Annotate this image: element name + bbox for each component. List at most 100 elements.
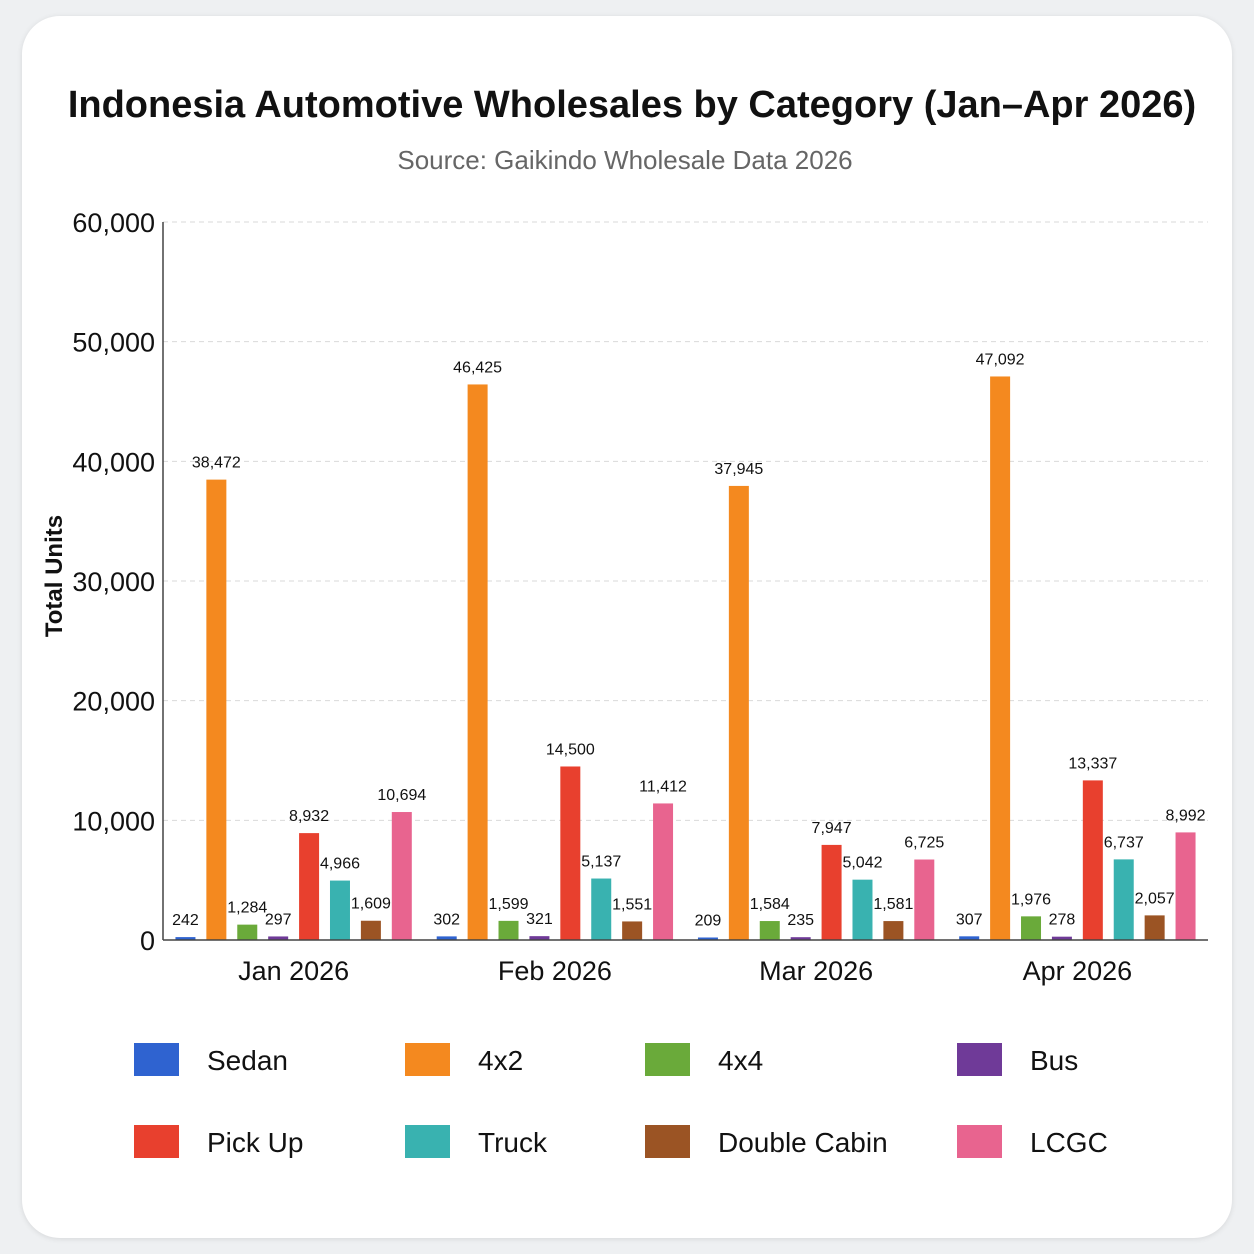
bar-4x2 <box>990 376 1011 941</box>
data-label: 5,042 <box>842 855 882 872</box>
bar-pick-up <box>299 833 320 940</box>
bar-double-cabin <box>622 921 643 940</box>
data-label: 8,932 <box>289 808 329 825</box>
bar-pick-up <box>1082 780 1103 940</box>
data-label: 46,425 <box>453 359 502 376</box>
bar-4x4 <box>237 924 258 940</box>
bar-truck <box>329 880 350 940</box>
legend-item-lcgc[interactable]: LCGC <box>957 1125 1108 1158</box>
data-label: 1,551 <box>612 896 652 913</box>
legend: Sedan 4x2 4x4 Bus Pick Up Truck Double Cabin LC… <box>134 1043 1108 1158</box>
bar-4x2 <box>206 479 227 940</box>
gridlines <box>163 221 1208 821</box>
data-label: 278 <box>1049 912 1076 929</box>
legend-label: Truck <box>478 1127 548 1158</box>
bar-bus <box>529 936 550 940</box>
bar-pick-up <box>560 766 581 940</box>
data-label: 13,337 <box>1068 755 1117 772</box>
legend-swatch <box>957 1043 1002 1076</box>
legend-item-double-cabin[interactable]: Double Cabin <box>645 1125 888 1158</box>
data-label: 7,947 <box>812 820 852 837</box>
data-label: 6,737 <box>1104 834 1144 851</box>
legend-swatch <box>405 1043 450 1076</box>
x-axis-ticks: Jan 2026 Feb 2026 Mar 2026 Apr 2026 <box>238 956 1132 986</box>
bar-truck <box>1113 859 1134 940</box>
data-label: 209 <box>695 912 722 929</box>
legend-label: LCGC <box>1030 1127 1108 1158</box>
legend-item-truck[interactable]: Truck <box>405 1125 548 1158</box>
bar-4x4 <box>759 921 780 940</box>
bar-sedan <box>959 936 980 940</box>
data-label: 307 <box>956 911 983 928</box>
bar-4x2 <box>467 384 488 940</box>
bar-4x4 <box>498 920 519 940</box>
y-axis-label: Total Units <box>41 515 68 637</box>
bar-lcgc <box>391 812 412 940</box>
bar-bus <box>790 937 811 940</box>
bar-sedan <box>697 937 718 940</box>
data-label: 297 <box>265 911 292 928</box>
bar-4x4 <box>1021 916 1042 940</box>
bars <box>175 376 1196 941</box>
legend-swatch <box>134 1043 179 1076</box>
bar-double-cabin <box>360 920 381 940</box>
data-label: 302 <box>433 911 460 928</box>
legend-swatch <box>645 1125 690 1158</box>
bar-truck <box>591 878 612 940</box>
data-label: 14,500 <box>546 741 595 758</box>
data-label: 1,584 <box>750 896 790 913</box>
bar-lcgc <box>914 859 935 940</box>
data-label: 4,966 <box>320 856 360 873</box>
data-label: 10,694 <box>377 787 426 804</box>
bar-bus <box>268 936 289 940</box>
y-tick-label: 30,000 <box>72 567 155 597</box>
y-tick-label: 60,000 <box>72 208 155 238</box>
y-tick-label: 20,000 <box>72 687 155 717</box>
data-label: 1,976 <box>1011 891 1051 908</box>
legend-item-bus[interactable]: Bus <box>957 1043 1078 1076</box>
data-label: 1,581 <box>873 896 913 913</box>
bar-bus <box>1051 936 1072 940</box>
legend-item-sedan[interactable]: Sedan <box>134 1043 288 1076</box>
legend-item-4x2[interactable]: 4x2 <box>405 1043 523 1076</box>
data-label: 37,945 <box>714 461 763 478</box>
data-label: 2,057 <box>1135 890 1175 907</box>
legend-label: Sedan <box>207 1045 288 1076</box>
data-label: 5,137 <box>581 854 621 871</box>
y-tick-label: 0 <box>140 926 155 956</box>
bar-pick-up <box>821 844 842 940</box>
data-label: 1,609 <box>351 896 391 913</box>
data-label: 235 <box>787 912 814 929</box>
data-label: 11,412 <box>639 778 687 795</box>
bar-lcgc <box>1175 832 1196 940</box>
data-label: 1,284 <box>227 900 267 917</box>
chart-title: Indonesia Automotive Wholesales by Categ… <box>68 84 1196 126</box>
data-label: 242 <box>172 912 199 929</box>
axes <box>162 222 1208 941</box>
data-label: 6,725 <box>904 835 944 852</box>
bar-sedan <box>175 937 196 940</box>
bar-sedan <box>436 936 457 940</box>
legend-label: Double Cabin <box>718 1127 888 1158</box>
chart-subtitle: Source: Gaikindo Wholesale Data 2026 <box>397 145 852 175</box>
bar-4x2 <box>728 485 749 940</box>
legend-swatch <box>405 1125 450 1158</box>
legend-item-4x4[interactable]: 4x4 <box>645 1043 763 1076</box>
legend-label: Pick Up <box>207 1127 303 1158</box>
x-tick-label: Feb 2026 <box>498 956 612 986</box>
legend-swatch <box>134 1125 179 1158</box>
data-label: 321 <box>526 911 553 928</box>
x-tick-label: Apr 2026 <box>1023 956 1133 986</box>
data-label: 47,092 <box>976 351 1025 368</box>
x-tick-label: Mar 2026 <box>759 956 873 986</box>
data-label: 1,599 <box>488 896 528 913</box>
legend-swatch <box>957 1125 1002 1158</box>
bar-double-cabin <box>883 921 904 940</box>
bar-lcgc <box>653 803 674 940</box>
bar-double-cabin <box>1144 915 1165 940</box>
bar-truck <box>852 879 873 940</box>
legend-item-pick-up[interactable]: Pick Up <box>134 1125 303 1158</box>
y-axis-ticks: 0 10,000 20,000 30,000 40,000 50,000 60,000 <box>72 208 155 956</box>
